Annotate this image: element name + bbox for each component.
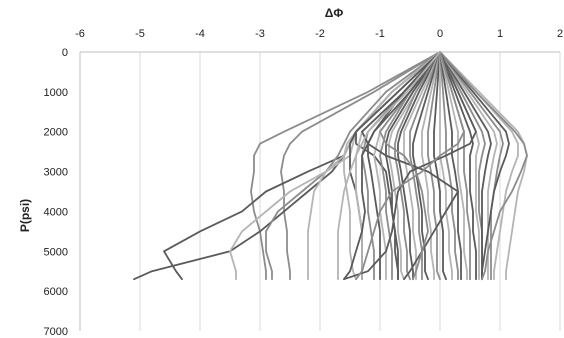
x-tick-label: -2: [315, 28, 325, 40]
series-line: [439, 51, 462, 281]
series-line: [379, 51, 441, 281]
series-line: [439, 51, 459, 281]
series-line: [343, 51, 477, 281]
series-line: [343, 51, 441, 281]
series-line: [427, 51, 441, 281]
series-line: [439, 51, 504, 281]
y-tick-label: 1000: [44, 87, 68, 99]
series-line: [394, 51, 441, 281]
x-tick-label: -1: [375, 28, 385, 40]
y-tick-label: 7000: [44, 326, 68, 338]
y-tick-label: 4000: [44, 206, 68, 218]
series-line: [280, 51, 441, 281]
series-line: [439, 51, 492, 281]
y-tick-labels: 0 1000 2000 3000 4000 5000 6000 7000: [44, 47, 68, 338]
series-line: [439, 51, 519, 281]
y-tick-label: 2000: [44, 127, 68, 139]
y-axis-title: P(psi): [18, 199, 32, 232]
axes: [79, 51, 560, 331]
x-tick-label: 2: [557, 28, 563, 40]
series-line: [433, 51, 447, 281]
x-tick-label: 1: [497, 28, 503, 40]
series-line: [379, 51, 441, 281]
series-line: [439, 51, 510, 281]
series-line: [337, 51, 441, 281]
series-line: [397, 51, 441, 281]
x-tick-label: 0: [437, 28, 443, 40]
x-tick-labels: -6 -5 -4 -3 -2 -1 0 1 2: [75, 28, 563, 40]
x-tick-label: -6: [75, 28, 85, 40]
x-tick-label: -4: [195, 28, 205, 40]
y-tick-label: 6000: [44, 286, 68, 298]
series-line: [385, 51, 441, 281]
y-tick-label: 3000: [44, 167, 68, 179]
x-tick-label: -3: [255, 28, 265, 40]
x-axis-title: ΔΦ: [325, 6, 344, 20]
series-line: [250, 51, 441, 281]
series-line: [409, 51, 441, 281]
series-line: [439, 51, 528, 281]
series-line: [265, 51, 441, 281]
x-tick-label: -5: [135, 28, 145, 40]
series-line: [439, 51, 468, 281]
series-line: [361, 51, 459, 281]
series-group: [133, 51, 528, 281]
y-tick-label: 0: [62, 47, 68, 59]
series-line: [412, 51, 441, 281]
y-tick-label: 5000: [44, 246, 68, 258]
series-line: [355, 51, 465, 281]
series-line: [439, 51, 477, 281]
series-line: [439, 51, 528, 281]
series-line: [421, 51, 441, 281]
series-line: [388, 51, 441, 281]
